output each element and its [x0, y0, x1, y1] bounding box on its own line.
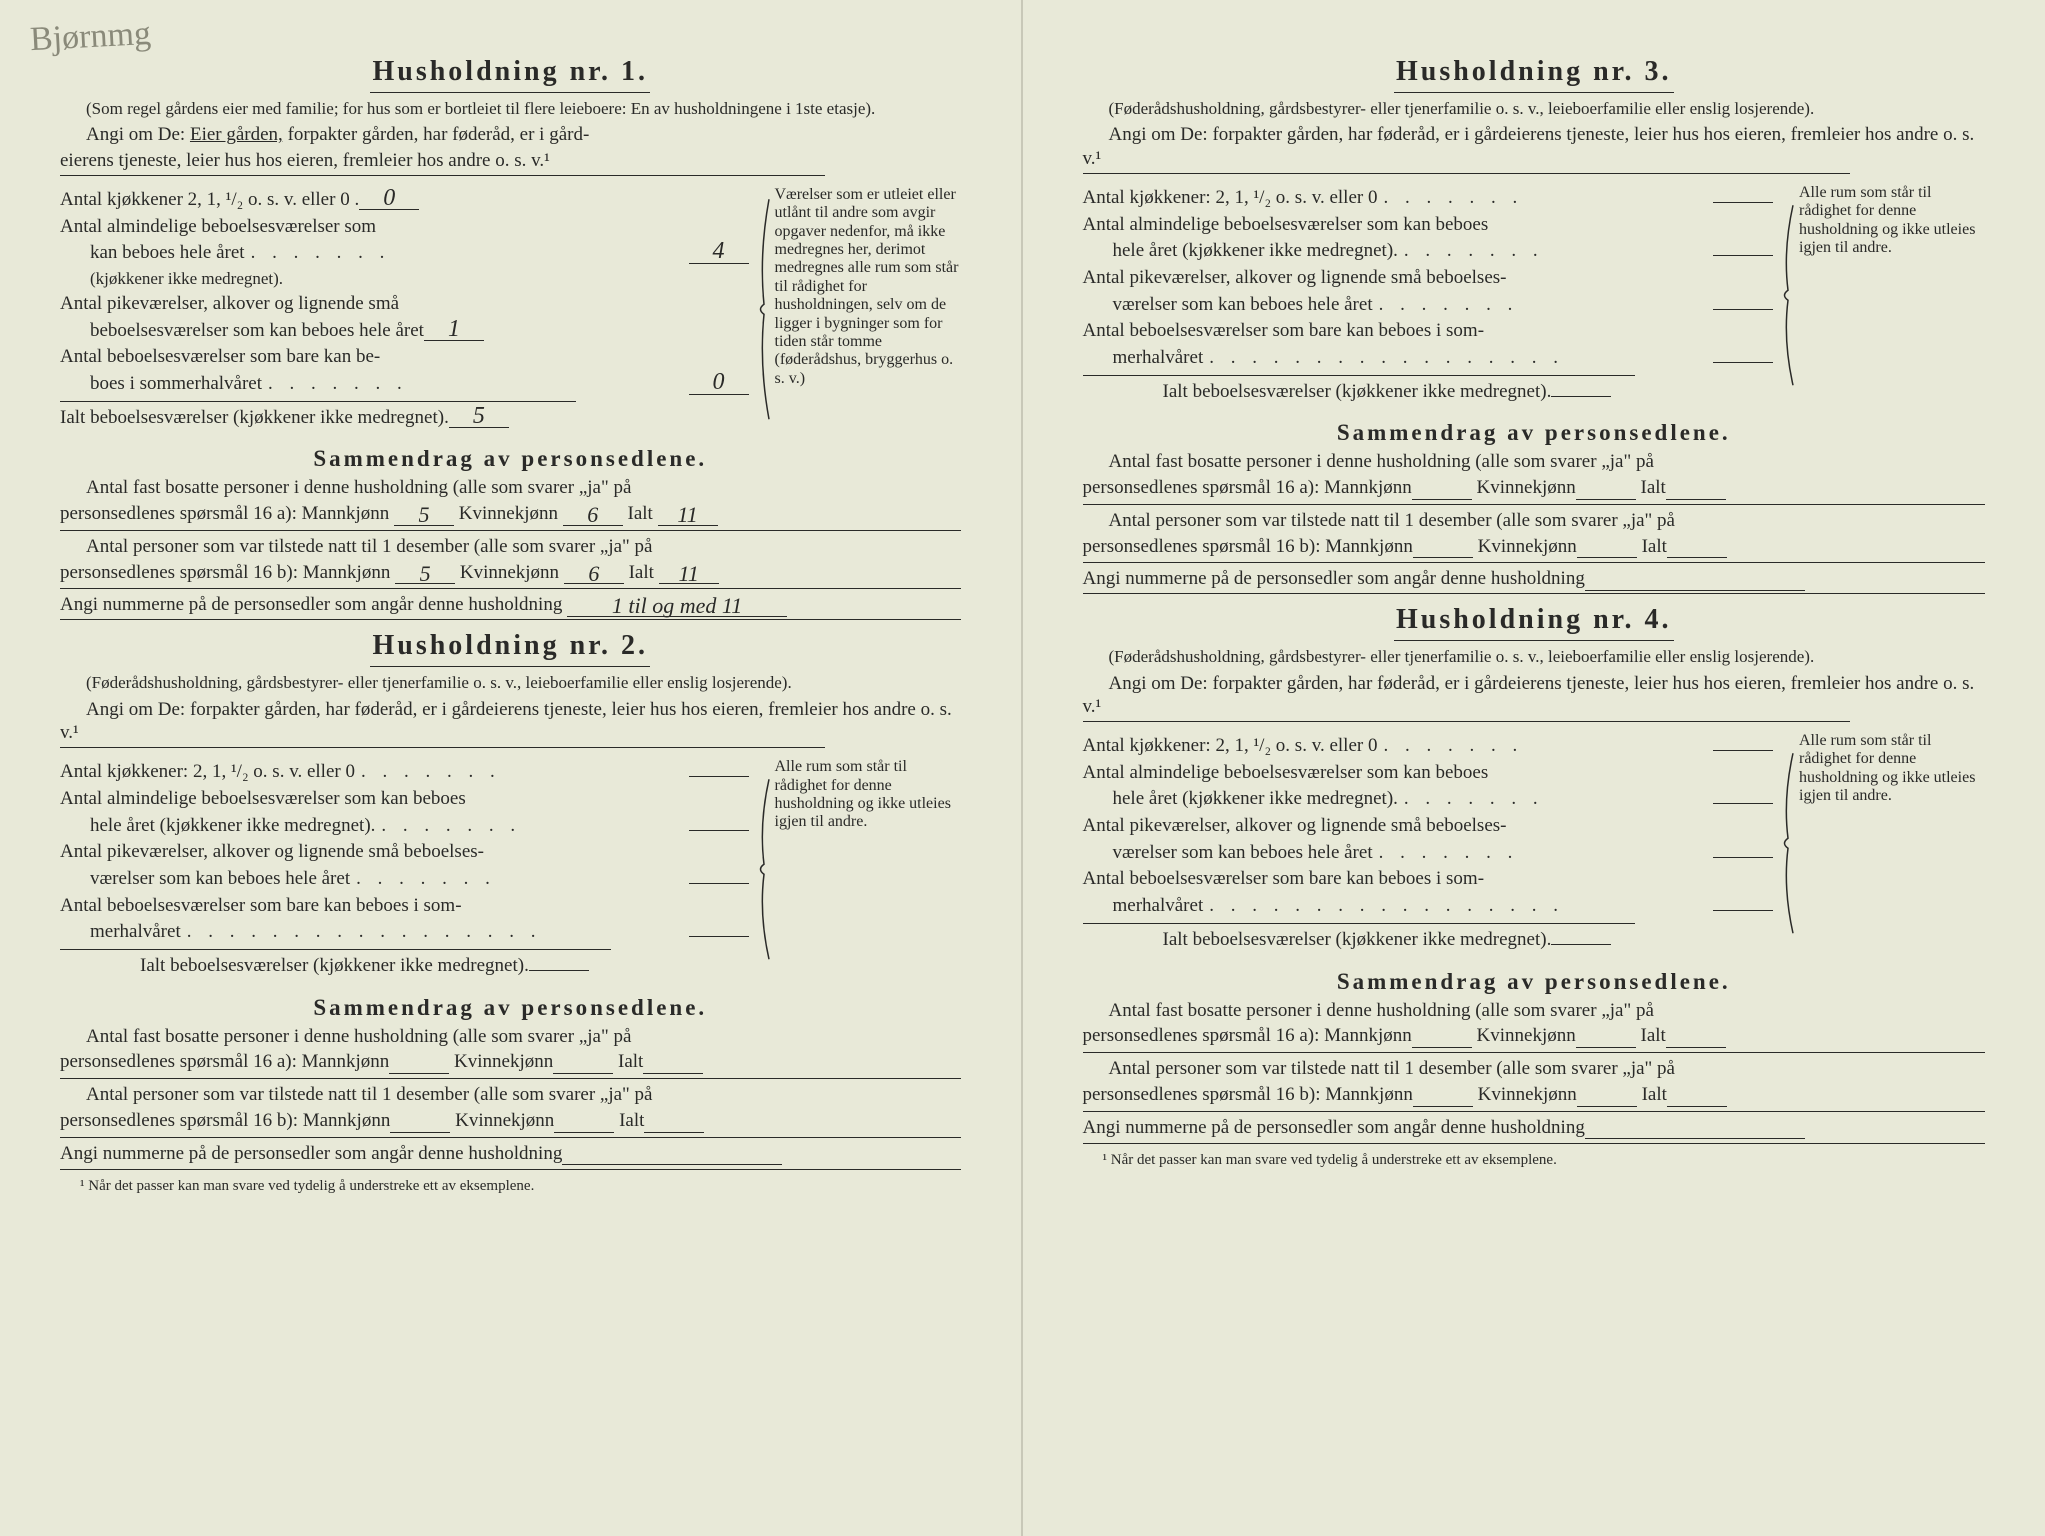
h1-intro: (Som regel gårdens eier med familie; for… [60, 99, 961, 119]
h1-title: Husholdning nr. 1. [60, 56, 961, 88]
h1-angi2: eierens tjeneste, leier hus hos eieren, … [60, 149, 961, 173]
brace-icon [1781, 184, 1795, 407]
h1-sidenote: Værelser som er utleiet eller utlånt til… [761, 186, 961, 433]
h1-sam-title: Sammendrag av personsedlene. [60, 446, 961, 472]
brace-icon [1781, 732, 1795, 955]
h1-rows: Antal kjøkkener 2, 1, ¹/₂ o. s. v. eller… [60, 186, 961, 433]
h4-sidenote: Alle rum som står til rådighet for denne… [1785, 732, 1985, 955]
h4-title: Husholdning nr. 4. [1083, 604, 1986, 636]
h1-angi: Angi om De: Eier gården, forpakter gårde… [60, 123, 961, 147]
handwritten-corner: Bjørnmg [29, 15, 152, 59]
h3-sidenote: Alle rum som står til rådighet for denne… [1785, 184, 1985, 407]
h2-sidenote: Alle rum som står til rådighet for denne… [761, 758, 961, 981]
h3-title: Husholdning nr. 3. [1083, 56, 1986, 88]
brace-icon [757, 186, 771, 433]
h4-rows: Antal kjøkkener: 2, 1, ¹/₂ o. s. v. elle… [1083, 732, 1986, 955]
h1-underline [370, 92, 650, 93]
brace-icon [757, 758, 771, 981]
h2-title: Husholdning nr. 2. [60, 630, 961, 662]
footnote-left: ¹ Når det passer kan man svare ved tydel… [60, 1178, 961, 1195]
h2-rows: Antal kjøkkener: 2, 1, ¹/₂ o. s. v. elle… [60, 758, 961, 981]
footnote-right: ¹ Når det passer kan man svare ved tydel… [1083, 1152, 1986, 1169]
h3-rows: Antal kjøkkener: 2, 1, ¹/₂ o. s. v. elle… [1083, 184, 1986, 407]
left-page: Bjørnmg Husholdning nr. 1. (Som regel gå… [0, 0, 1023, 1536]
right-page: Husholdning nr. 3. (Føderådshusholdning,… [1023, 0, 2045, 1536]
